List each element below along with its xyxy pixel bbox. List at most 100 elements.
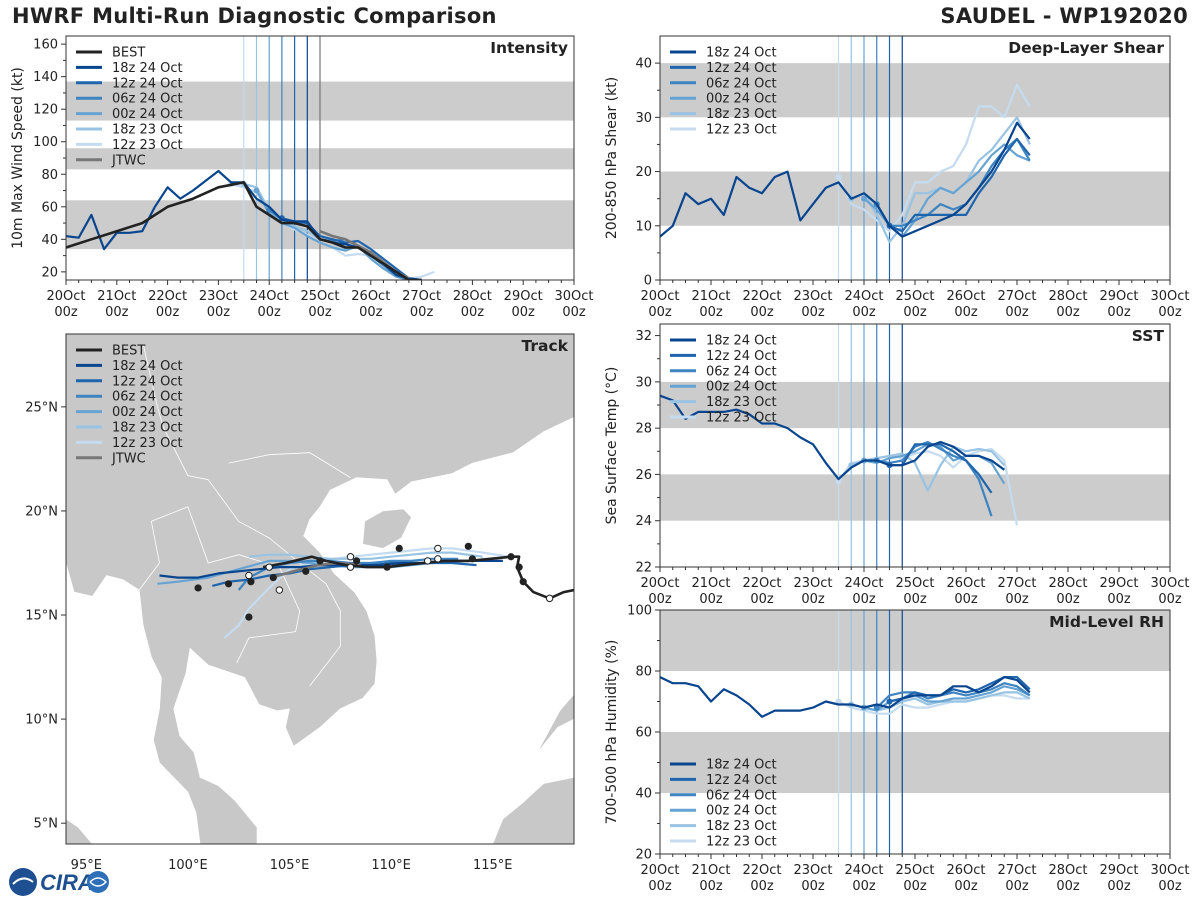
band-10-20 <box>660 171 1170 226</box>
x-tick-label-hour: 00z <box>852 879 876 894</box>
x-tick-label-hour: 00z <box>801 305 825 320</box>
x-tick-label-date: 21Oct <box>691 576 730 591</box>
track-point-best <box>383 563 391 571</box>
track-point-best <box>395 544 403 553</box>
track-point-best <box>245 613 253 621</box>
x-tick-label-date: 20Oct <box>640 863 679 878</box>
x-tick-label-date: 27Oct <box>997 863 1036 878</box>
series-line-12z-23-oct <box>837 83 1031 233</box>
legend-label: 18z 23 Oct <box>706 395 777 410</box>
y-axis-label: 10m Max Wind Speed (kt) <box>10 67 26 249</box>
storm-name: SAUDEL - WP192020 <box>940 4 1188 28</box>
x-tick-label-hour: 00z <box>512 305 536 320</box>
x-tick-label-hour: 00z <box>1158 592 1182 607</box>
series-start-marker <box>861 195 867 202</box>
x-tick-label-date: 28Oct <box>1048 863 1087 878</box>
series-start-marker <box>835 173 842 180</box>
x-tick-label-hour: 00z <box>105 305 129 320</box>
series-line-18z-24-oct <box>660 394 1005 481</box>
x-tick-label-date: 25Oct <box>895 576 934 591</box>
y-tick-label: 10°N <box>25 713 58 728</box>
panel-title: Intensity <box>490 39 568 57</box>
track-point-best <box>316 557 324 565</box>
track-line-12z-23-oct <box>223 547 510 639</box>
x-tick-label-date: 21Oct <box>97 289 136 304</box>
track-point-forecast <box>434 544 442 553</box>
x-tick-label-hour: 00z <box>903 592 927 607</box>
x-tick-label-hour: 00z <box>648 879 672 894</box>
plot-area <box>660 610 1170 854</box>
x-tick-label-hour: 00z <box>156 305 180 320</box>
band-28-30 <box>660 381 1170 429</box>
track-point-best <box>247 578 255 586</box>
track-point-best <box>468 555 476 563</box>
x-tick-label-date: 30Oct <box>1150 863 1189 878</box>
chart-sst: 22242628303220Oct00z21Oct00z22Oct00z23Oc… <box>604 323 1190 607</box>
x-tick-label-date: 24Oct <box>250 289 289 304</box>
track-point-forecast <box>346 563 355 571</box>
x-tick-label-hour: 00z <box>258 305 282 320</box>
plot-area <box>66 334 574 844</box>
panel-title: Deep-Layer Shear <box>1008 39 1164 57</box>
x-tick-label-hour: 00z <box>1158 879 1182 894</box>
x-tick-label-date: 26Oct <box>946 863 985 878</box>
x-tick-label-date: 21Oct <box>691 863 730 878</box>
legend-label: BEST <box>112 344 145 359</box>
series-start-marker <box>253 187 260 194</box>
land-mass-0 <box>66 334 574 844</box>
y-tick-label: 30 <box>635 375 652 390</box>
legend-label: 12z 24 Oct <box>706 773 777 788</box>
legend-label: 06z 24 Oct <box>706 788 777 803</box>
track-point-best <box>507 553 515 561</box>
x-tick-label-hour: 00z <box>648 305 672 320</box>
x-tick-label-hour: 00z <box>410 305 434 320</box>
y-tick-label: 20 <box>635 165 652 180</box>
plot-area <box>660 324 1170 567</box>
land-mass-1 <box>362 508 412 549</box>
x-tick-label-hour: 00z <box>1158 305 1182 320</box>
y-tick-label: 22 <box>635 561 652 576</box>
x-tick-label-date: 27Oct <box>997 289 1036 304</box>
x-tick-label-hour: 00z <box>1056 879 1080 894</box>
land-mass-2 <box>492 777 574 844</box>
legend-label: 00z 24 Oct <box>112 405 183 420</box>
series-start-marker <box>886 698 893 705</box>
figure-title: HWRF Multi-Run Diagnostic Comparison <box>12 4 497 28</box>
series-line-best <box>66 181 422 280</box>
x-tick-label-date: 20Oct <box>640 576 679 591</box>
x-tick-label-hour: 00z <box>1107 592 1131 607</box>
x-tick-label-hour: 00z <box>801 879 825 894</box>
legend-label: 12z 24 Oct <box>112 374 183 389</box>
x-tick-label-date: 22Oct <box>742 576 781 591</box>
x-tick-label-date: 24Oct <box>844 289 883 304</box>
x-tick-label-date: 23Oct <box>199 289 238 304</box>
y-tick-label: 100 <box>33 135 58 150</box>
legend-label: BEST <box>112 46 145 61</box>
y-tick-label: 20 <box>41 265 58 280</box>
x-tick-label-hour: 00z <box>801 592 825 607</box>
y-tick-label: 120 <box>33 103 58 118</box>
x-tick-label-hour: 00z <box>308 305 332 320</box>
panel-title: Mid-Level RH <box>1049 613 1164 631</box>
x-tick-label-date: 25Oct <box>895 289 934 304</box>
legend-label: 18z 24 Oct <box>112 61 183 76</box>
x-tick-label-hour: 00z <box>699 592 723 607</box>
land-mass-3 <box>537 693 574 753</box>
panel-title: SST <box>1132 327 1165 345</box>
x-tick-label-hour: 00z <box>903 305 927 320</box>
band-80-100 <box>660 610 1170 671</box>
x-tick-label: 105°E <box>270 858 310 873</box>
x-tick-label-date: 27Oct <box>402 289 441 304</box>
country-border-2 <box>187 506 301 664</box>
x-tick-label-hour: 00z <box>648 592 672 607</box>
y-tick-label: 15°N <box>25 609 58 624</box>
x-tick-label-date: 27Oct <box>997 576 1036 591</box>
legend-label: JTWC <box>111 153 146 168</box>
x-tick-label-date: 28Oct <box>1048 289 1087 304</box>
x-tick-label-date: 30Oct <box>1150 576 1189 591</box>
y-tick-label: 60 <box>635 726 652 741</box>
track-point-forecast <box>423 557 432 565</box>
series-line-18z-24-oct <box>660 121 1031 238</box>
legend-label: 06z 24 Oct <box>706 364 777 379</box>
